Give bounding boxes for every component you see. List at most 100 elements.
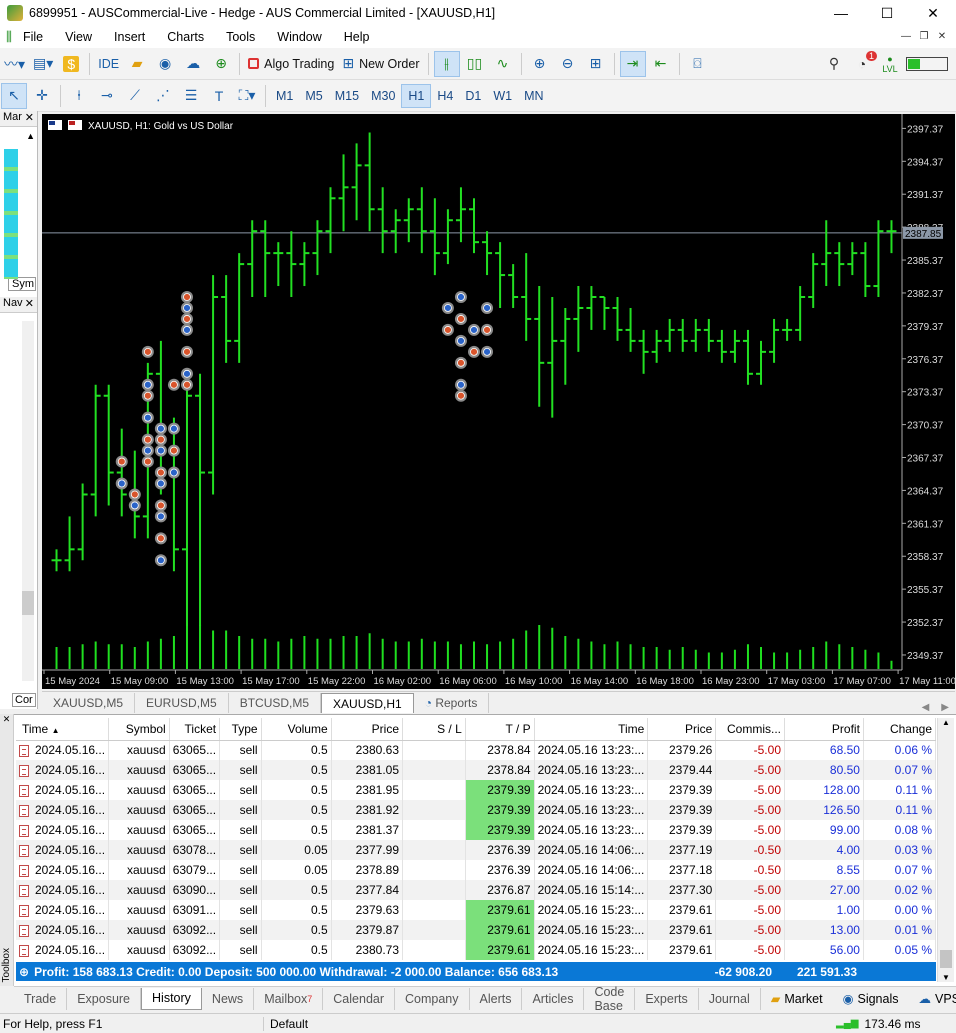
trend-line-icon[interactable]: ⟋ — [130, 87, 140, 103]
tab-trade[interactable]: Trade — [14, 987, 68, 1010]
menu-view[interactable]: View — [65, 30, 93, 44]
zoom-in-icon[interactable]: ⊕ — [533, 55, 546, 71]
signals-link[interactable]: ◉ Signals — [842, 991, 899, 1007]
history-row[interactable]: 2024.05.16... xauusd 63065... sell 0.5 2381.9… — [16, 780, 937, 800]
vertical-line-icon[interactable]: ⍿ — [77, 87, 81, 103]
history-row[interactable]: 2024.05.16... xauusd 63065... sell 0.5 2381.3… — [16, 820, 937, 840]
mdi-close-button[interactable]: ✕ — [937, 31, 947, 42]
tf-m1[interactable]: M1 — [276, 88, 294, 103]
col-tp[interactable]: T / P — [465, 718, 535, 741]
text-icon[interactable]: T — [214, 87, 224, 104]
history-row[interactable]: 2024.05.16... xauusd 63092... sell 0.5 2379.8… — [16, 920, 937, 940]
tab-articles[interactable]: Articles — [522, 987, 585, 1010]
history-row[interactable]: 2024.05.16... xauusd 63065... sell 0.5 2381.9… — [16, 800, 937, 820]
history-row[interactable]: 2024.05.16... xauusd 63065... sell 0.5 2381.0… — [16, 760, 937, 780]
menu-help[interactable]: Help — [343, 30, 370, 44]
chart-area[interactable]: 2397.372394.372391.372388.372385.372382.… — [42, 114, 955, 689]
tab-calendar[interactable]: Calendar — [323, 987, 396, 1010]
close-icon[interactable]: ✕ — [24, 298, 34, 310]
col-volume[interactable]: Volume — [261, 718, 332, 741]
zoom-out-icon[interactable]: ⊖ — [561, 55, 574, 71]
shapes-icon[interactable]: ⛶▾ — [238, 87, 256, 103]
col-close-time[interactable]: Time — [534, 718, 649, 741]
screenshot-icon[interactable]: ⌼ — [693, 55, 702, 71]
market-link[interactable]: ▰ Market — [770, 991, 823, 1007]
tf-h1[interactable]: H1 — [401, 83, 432, 108]
line-chart-icon[interactable]: ∿ — [496, 55, 509, 71]
tab-history[interactable]: History — [141, 987, 202, 1010]
mdi-minimize-button[interactable]: — — [901, 31, 911, 42]
col-change[interactable]: Change — [863, 718, 937, 741]
bar-chart-icon[interactable]: ⫲ — [433, 50, 460, 77]
tf-m30[interactable]: M30 — [371, 88, 396, 103]
menu-tools[interactable]: Tools — [226, 30, 256, 44]
minimize-button[interactable]: — — [834, 5, 848, 21]
symbols-tab[interactable]: Sym — [8, 277, 36, 291]
menu-file[interactable]: File — [22, 30, 44, 44]
history-row[interactable]: 2024.05.16... xauusd 63078... sell 0.05 2377.… — [16, 840, 937, 860]
col-price[interactable]: Price — [331, 718, 404, 741]
new-order-button[interactable]: ⊞ New Order — [342, 55, 420, 71]
maximize-button[interactable]: ☐ — [880, 4, 894, 21]
tf-d1[interactable]: D1 — [465, 88, 482, 103]
history-row[interactable]: 2024.05.16... xauusd 63091... sell 0.5 2379.6… — [16, 900, 937, 920]
chart-tab-xauusd-m5[interactable]: XAUUSD,M5 — [42, 693, 136, 713]
tf-w1[interactable]: W1 — [493, 88, 513, 103]
tabs-scroll-right-icon[interactable]: ▶ — [941, 702, 949, 713]
col-ticket[interactable]: Ticket — [169, 718, 221, 741]
col-type[interactable]: Type — [219, 718, 262, 741]
chart-tab-reports[interactable]: ◔ Reports — [414, 693, 490, 713]
tf-m15[interactable]: M15 — [334, 88, 360, 103]
summary-expand-icon[interactable]: ⊕ — [19, 964, 30, 979]
grid-icon[interactable]: ⊞ — [589, 55, 602, 71]
cloud-icon[interactable]: ☁ — [186, 55, 201, 71]
signal-icon[interactable]: ◉ — [159, 55, 172, 71]
toolbox-close-icon[interactable]: ✕ — [2, 714, 11, 724]
tab-mailbox[interactable]: Mailbox 7 — [254, 987, 324, 1010]
close-button[interactable]: ✕ — [927, 4, 939, 21]
tab-company[interactable]: Company — [395, 987, 470, 1010]
globe-add-icon[interactable]: ⊕ — [215, 55, 227, 71]
history-row[interactable]: 2024.05.16... xauusd 63090... sell 0.5 2377.8… — [16, 880, 937, 900]
tab-news[interactable]: News — [202, 987, 255, 1010]
history-scrollbar[interactable]: ▲ ▼ — [937, 718, 954, 982]
tf-m5[interactable]: M5 — [305, 88, 323, 103]
search-icon[interactable]: ⚲ — [828, 55, 840, 71]
scroll-thumb[interactable] — [940, 950, 952, 968]
chart-shift-icon[interactable]: ⇤ — [654, 55, 667, 71]
chart-tab-btcusd-m5[interactable]: BTCUSD,M5 — [229, 693, 322, 713]
menu-window[interactable]: Window — [277, 30, 322, 44]
close-icon[interactable]: ✕ — [24, 112, 34, 124]
tab-experts[interactable]: Experts — [635, 987, 699, 1010]
autoscroll-icon[interactable]: ⇥ — [619, 50, 646, 77]
common-tab[interactable]: Cor — [12, 693, 36, 707]
history-row[interactable]: 2024.05.16... xauusd 63079... sell 0.05 2378.… — [16, 860, 937, 880]
horizontal-line-icon[interactable]: ⊸ — [101, 87, 113, 103]
tf-h4[interactable]: H4 — [437, 88, 454, 103]
fibo-icon[interactable]: ☰ — [184, 87, 198, 103]
chart-tab-xauusd-h1[interactable]: XAUUSD,H1 — [321, 693, 414, 713]
col-sl[interactable]: S / L — [402, 718, 466, 741]
menu-charts[interactable]: Charts — [167, 30, 205, 44]
templates-icon[interactable]: ▤▾ — [33, 55, 54, 71]
vps-link[interactable]: ☁ VPS — [918, 991, 956, 1007]
price-chart[interactable]: 2397.372394.372391.372388.372385.372382.… — [42, 114, 955, 689]
col-symbol[interactable]: Symbol — [108, 718, 170, 741]
tabs-scroll-left-icon[interactable]: ◀ — [921, 702, 930, 713]
market-bag-icon[interactable]: ▰ — [131, 55, 143, 71]
algo-trading-button[interactable]: Algo Trading — [245, 51, 337, 77]
col-commission[interactable]: Commis... — [715, 718, 785, 741]
chart-type-icon[interactable]: 〰▾ — [4, 55, 26, 72]
tab-alerts[interactable]: Alerts — [470, 987, 523, 1010]
ide-button[interactable]: IDE — [98, 56, 120, 71]
col-time[interactable]: Time ▲ — [16, 718, 110, 741]
tf-mn[interactable]: MN — [524, 88, 544, 103]
history-row[interactable]: 2024.05.16... xauusd 63065... sell 0.5 2380.6… — [16, 740, 937, 760]
navigator-scrollbar[interactable] — [22, 321, 34, 681]
mdi-restore-button[interactable]: ❐ — [919, 31, 929, 42]
channel-icon[interactable]: ⋰ — [156, 87, 170, 103]
status-profile[interactable]: Default — [270, 1016, 309, 1031]
cursor-icon[interactable]: ↖ — [1, 82, 27, 109]
crosshair-icon[interactable]: ✛ — [36, 87, 48, 103]
tab-exposure[interactable]: Exposure — [67, 987, 142, 1010]
